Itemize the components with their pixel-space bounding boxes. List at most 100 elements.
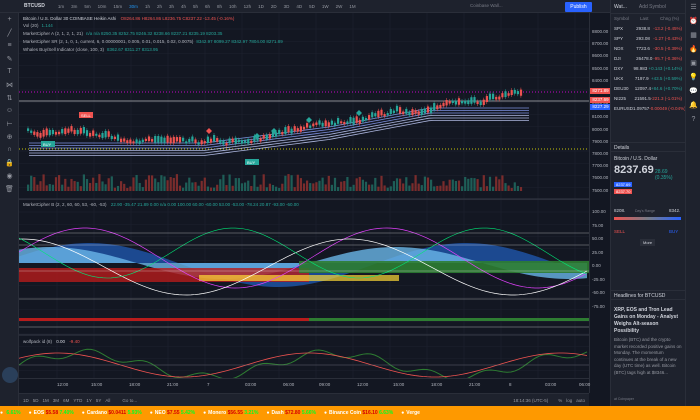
timeframe-1M[interactable]: 1M — [349, 3, 356, 9]
volume-bar — [206, 186, 209, 191]
ticker-item[interactable]: ● 6.61% — [0, 410, 21, 416]
timeframe-1h[interactable]: 1h — [144, 3, 150, 9]
candle-body — [271, 131, 275, 137]
trendline-icon[interactable]: ╱ — [7, 29, 12, 37]
publish-button[interactable]: Publish — [565, 2, 592, 12]
alert-icon[interactable]: ⏰ — [689, 18, 698, 25]
lock-icon[interactable]: 🔒 — [5, 159, 14, 167]
crosshair-icon[interactable]: + — [7, 16, 12, 23]
ticker-item[interactable]: ● Binance Coin $16.10 6.63% — [324, 410, 393, 416]
zoom-icon[interactable]: ⊕ — [6, 133, 13, 141]
indicator-name[interactable]: Vol (20) — [23, 23, 39, 28]
timeframe-2h[interactable]: 2h — [156, 3, 162, 9]
watchlist-row[interactable]: SPX 2938.8 -13.2 (-0.45%) — [611, 23, 685, 33]
indicator-name[interactable]: Whales Buy/Sell Indicator (close, 100, 3… — [23, 47, 105, 52]
watchlist-row[interactable]: NDX 7723.6 -30.5 (-0.39%) — [611, 43, 685, 53]
chat-icon[interactable]: 💬 — [689, 88, 698, 95]
timeframe-4D[interactable]: 4D — [296, 3, 303, 9]
timeframe-1m[interactable]: 1m — [57, 3, 65, 9]
timeframe-10m[interactable]: 10m — [97, 3, 107, 9]
range-1M[interactable]: 1M — [42, 397, 49, 403]
timeframe-1W[interactable]: 1W — [321, 3, 329, 9]
price-axis[interactable]: 8800.008700.008600.008500.008400.008300.… — [589, 13, 611, 393]
ticker-item[interactable]: ● NEO $7.55 5.42% — [150, 410, 195, 416]
timeframe-8h[interactable]: 8h — [217, 3, 223, 9]
text-icon[interactable]: T — [7, 68, 12, 75]
headlines-heading[interactable]: Headlines for BTCUSD — [611, 290, 686, 300]
watchlist-row[interactable]: DEU30 12097.4 +84.6 (+0.70%) — [611, 83, 685, 93]
range-1Y[interactable]: 1Y — [86, 397, 92, 403]
trash-icon[interactable]: 🗑 — [5, 185, 14, 193]
ticker-item[interactable]: ● Monero $56.55 3.21% — [203, 410, 258, 416]
col-last[interactable]: Last — [640, 16, 649, 21]
timeframe-5D[interactable]: 5D — [309, 3, 315, 9]
range-3M[interactable]: 3M — [52, 397, 60, 403]
timeframe-5m[interactable]: 5m — [84, 3, 91, 9]
timeframe-3h[interactable]: 3h — [168, 3, 174, 9]
range-YTD[interactable]: YTD — [73, 397, 83, 403]
hotlist-icon[interactable]: 🔥 — [689, 46, 698, 53]
goto-button[interactable]: Go to... — [122, 397, 138, 403]
timeframe-10h[interactable]: 10h — [229, 3, 237, 9]
compare-symbol-button[interactable]: Coinbase Wall... — [470, 3, 503, 8]
magnet-icon[interactable]: ∩ — [6, 146, 13, 153]
data-window-icon[interactable]: ▦ — [690, 32, 697, 39]
add-symbol-button[interactable]: Add Symbol — [638, 3, 666, 10]
range-5D[interactable]: 5D — [32, 397, 39, 403]
watchlist-row[interactable]: DJI 26478.0 -95.7 (-0.36%) — [611, 53, 685, 63]
indicator-name[interactable]: MarketCipher A (2, 1, 2, 1, 21) — [23, 31, 84, 36]
timeframe-30m[interactable]: 30m — [129, 3, 138, 9]
col-change[interactable]: Chng (%) — [660, 16, 680, 21]
range-All[interactable]: All — [105, 397, 111, 403]
icons-icon[interactable]: ☺ — [5, 107, 14, 114]
watchlist-icon[interactable]: ☰ — [690, 4, 697, 11]
calendar-icon[interactable]: ▣ — [690, 60, 697, 67]
symbol-search[interactable]: BTCUSD — [24, 3, 45, 9]
timeframe-2W[interactable]: 2W — [335, 3, 343, 9]
volume-bar — [250, 186, 253, 191]
ticker-item[interactable]: ● EOS $5.58 7.40% — [29, 410, 74, 416]
timeframe-1D[interactable]: 1D — [258, 3, 264, 9]
candle-body — [386, 113, 389, 116]
option-auto[interactable]: auto — [576, 397, 585, 403]
ticker-item[interactable]: ● Cardano $0.0411 5.93% — [82, 410, 142, 416]
more-button[interactable]: More — [640, 239, 656, 246]
watchlist-row[interactable]: EURUSD 1.09757 -0.00049 (-0.04%) — [611, 103, 686, 113]
help-icon[interactable]: ? — [691, 115, 696, 123]
prediction-icon[interactable]: ⇅ — [6, 94, 13, 102]
timeframe-6h[interactable]: 6h — [205, 3, 211, 9]
watchlist-row[interactable]: NI225 21591.5 -221.3 (-1.01%) — [611, 93, 685, 103]
option-%[interactable]: % — [558, 397, 563, 403]
time-axis[interactable]: 12:00 15:00 18:00 21:00 7 03:00 06:00 09:00 12:0… — [19, 378, 590, 393]
ticker-item[interactable]: ● Dash $72.80 5.66% — [266, 410, 316, 416]
watchlist-row[interactable]: UKX 7197.9 +43.5 (+0.59%) — [611, 73, 685, 83]
timeframe-3D[interactable]: 3D — [283, 3, 290, 9]
timeframe-15m[interactable]: 15m — [113, 3, 123, 9]
eye-icon[interactable]: ◉ — [6, 172, 13, 180]
ideas-icon[interactable]: 💡 — [689, 74, 698, 81]
range-6M[interactable]: 6M — [63, 397, 70, 403]
pattern-icon[interactable]: ⋈ — [6, 81, 13, 89]
measure-icon[interactable]: ⊢ — [6, 120, 13, 128]
col-symbol[interactable]: Symbol — [614, 16, 630, 21]
timeframe-12h[interactable]: 12h — [243, 3, 252, 9]
ticker-item[interactable]: ● Verge — [401, 410, 420, 416]
watchlist-row[interactable]: SPY 293.08 -1.27 (-0.43%) — [611, 33, 685, 43]
range-1D[interactable]: 1D — [23, 397, 29, 403]
timeframe-2D[interactable]: 2D — [270, 3, 277, 9]
range-5Y[interactable]: 5Y — [95, 397, 102, 403]
details-heading[interactable]: Details — [611, 142, 686, 152]
brush-icon[interactable]: ✎ — [6, 55, 13, 63]
timeframe-4h[interactable]: 4h — [180, 3, 186, 9]
timeframe-3m[interactable]: 3m — [71, 3, 78, 9]
headline-title[interactable]: XRP, EOS and Tron Lead Gains on Monday -… — [614, 307, 678, 334]
timeframe-5h[interactable]: 5h — [193, 3, 199, 9]
indicator-name[interactable]: MarketCipher SR (2, 1, 0, 1, current, 6,… — [23, 39, 194, 44]
fib-icon[interactable]: ≡ — [7, 42, 12, 49]
watchlist-row[interactable]: DXY 98.983 +0.143 (+0.14%) — [611, 63, 685, 73]
volume-bar — [27, 184, 30, 191]
watchlist-title[interactable]: Wat... — [614, 3, 627, 10]
notification-icon[interactable]: 🔔 — [689, 102, 698, 109]
chart-canvas[interactable]: SELL BUY BUY Bitcoin / U.S. Dollar 30 COIN… — [19, 13, 589, 393]
option-log[interactable]: log — [566, 397, 573, 403]
